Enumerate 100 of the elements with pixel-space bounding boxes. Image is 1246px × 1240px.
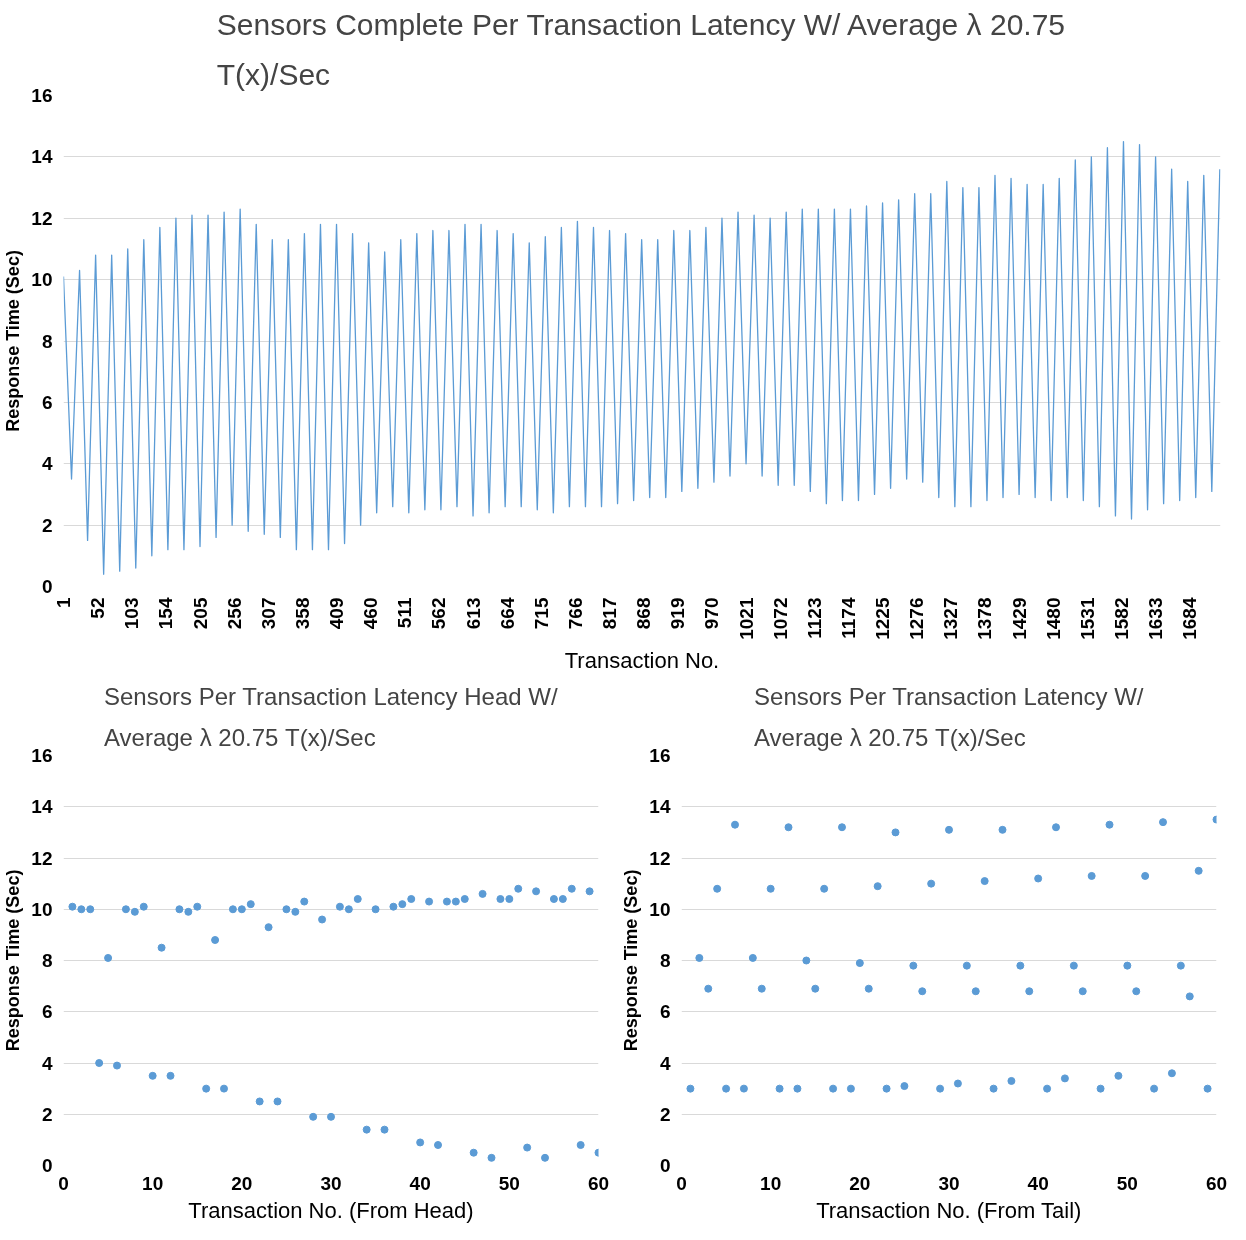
point <box>829 1084 838 1093</box>
point <box>1194 866 1203 875</box>
point <box>936 1084 945 1093</box>
x-tick-label: 460 <box>360 597 382 630</box>
x-tick-label: 766 <box>564 597 586 630</box>
point <box>1034 874 1043 883</box>
point <box>846 1084 855 1093</box>
x-tick-label: 10 <box>142 1172 164 1194</box>
point <box>273 1097 282 1106</box>
x-tick-label: 30 <box>938 1172 960 1194</box>
x-tick-label: 1327 <box>940 597 962 640</box>
point <box>300 897 309 906</box>
x-tick-label: 970 <box>701 597 723 630</box>
y-tick-label: 0 <box>41 576 53 597</box>
point <box>478 889 487 898</box>
point <box>237 905 246 914</box>
x-axis-title: Transaction No. (From Head) <box>188 1197 474 1223</box>
x-tick-label: 307 <box>257 597 279 630</box>
x-tick-label: 256 <box>223 597 245 630</box>
point <box>335 902 344 911</box>
x-tick-label: 40 <box>1027 1172 1049 1194</box>
point <box>1132 987 1141 996</box>
point <box>695 953 704 962</box>
point <box>1052 823 1060 832</box>
x-tick-label: 817 <box>599 597 621 630</box>
x-tick-label: 613 <box>462 597 484 630</box>
point <box>255 1097 264 1106</box>
point <box>873 882 882 891</box>
point <box>1087 871 1096 880</box>
y-tick-label: 14 <box>31 796 53 818</box>
point <box>460 895 469 903</box>
point <box>998 825 1007 834</box>
y-tick-label: 16 <box>31 745 53 766</box>
x-tick-label: 1021 <box>735 597 757 640</box>
x-tick-label: 511 <box>394 597 416 629</box>
point <box>523 1143 532 1152</box>
y-tick-label: 8 <box>41 950 53 971</box>
point <box>425 897 434 906</box>
point <box>731 820 739 829</box>
point <box>704 984 713 993</box>
point <box>496 895 505 903</box>
chart-title: Sensors Complete Per Transaction Latency W/ Average λ 20.75 T(x)/Sec <box>216 8 1066 91</box>
point <box>918 987 927 996</box>
x-tick-label: 60 <box>587 1172 610 1194</box>
point <box>558 895 567 903</box>
point <box>909 961 918 970</box>
point <box>148 1071 157 1080</box>
y-tick-label: 4 <box>41 453 53 475</box>
point <box>113 1061 121 1070</box>
point <box>193 902 202 911</box>
y-tick-label: 10 <box>31 898 53 920</box>
x-tick-label: 205 <box>189 597 211 630</box>
point <box>1159 818 1167 827</box>
point <box>487 1153 496 1162</box>
y-tick-label: 10 <box>31 269 53 291</box>
point <box>353 895 362 903</box>
y-axis-title: Response Time (Sec) <box>621 869 642 1052</box>
point <box>793 1084 802 1093</box>
point <box>775 1084 784 1093</box>
point <box>1069 961 1078 970</box>
point <box>1185 992 1194 1001</box>
point <box>855 959 864 968</box>
point <box>1114 1071 1123 1080</box>
point <box>1105 820 1114 829</box>
point <box>927 879 936 888</box>
x-tick-label: 1072 <box>769 597 791 640</box>
x-tick-label: 715 <box>530 597 552 630</box>
point <box>157 943 166 952</box>
y-tick-label: 8 <box>659 950 671 971</box>
x-axis-title: Transaction No. (From Tail) <box>816 1197 1082 1223</box>
point <box>130 907 139 916</box>
point <box>246 900 255 909</box>
x-tick-label: 409 <box>326 597 348 630</box>
y-tick-label: 6 <box>659 1001 671 1023</box>
point <box>1025 987 1034 996</box>
x-tick-label: 1684 <box>1179 597 1201 640</box>
point <box>505 895 514 903</box>
point <box>1096 1084 1105 1093</box>
point <box>757 984 766 993</box>
point <box>451 897 460 906</box>
x-tick-label: 103 <box>121 597 143 630</box>
x-tick-label: 562 <box>428 597 450 630</box>
y-tick-label: 6 <box>41 391 53 413</box>
point <box>945 825 953 834</box>
y-tick-label: 4 <box>659 1052 671 1074</box>
x-tick-label: 40 <box>409 1172 431 1194</box>
y-tick-label: 0 <box>659 1155 671 1176</box>
point <box>1043 1084 1052 1093</box>
point <box>766 884 775 893</box>
y-tick-label: 10 <box>649 898 671 920</box>
point <box>1203 1084 1212 1093</box>
point <box>389 902 398 911</box>
point <box>686 1084 695 1093</box>
point <box>585 887 594 896</box>
point <box>211 936 220 944</box>
x-tick-label: 0 <box>58 1172 69 1194</box>
point <box>864 984 873 993</box>
y-tick-label: 6 <box>41 1001 53 1023</box>
x-tick-label: 1 <box>53 597 74 609</box>
point <box>282 905 291 914</box>
